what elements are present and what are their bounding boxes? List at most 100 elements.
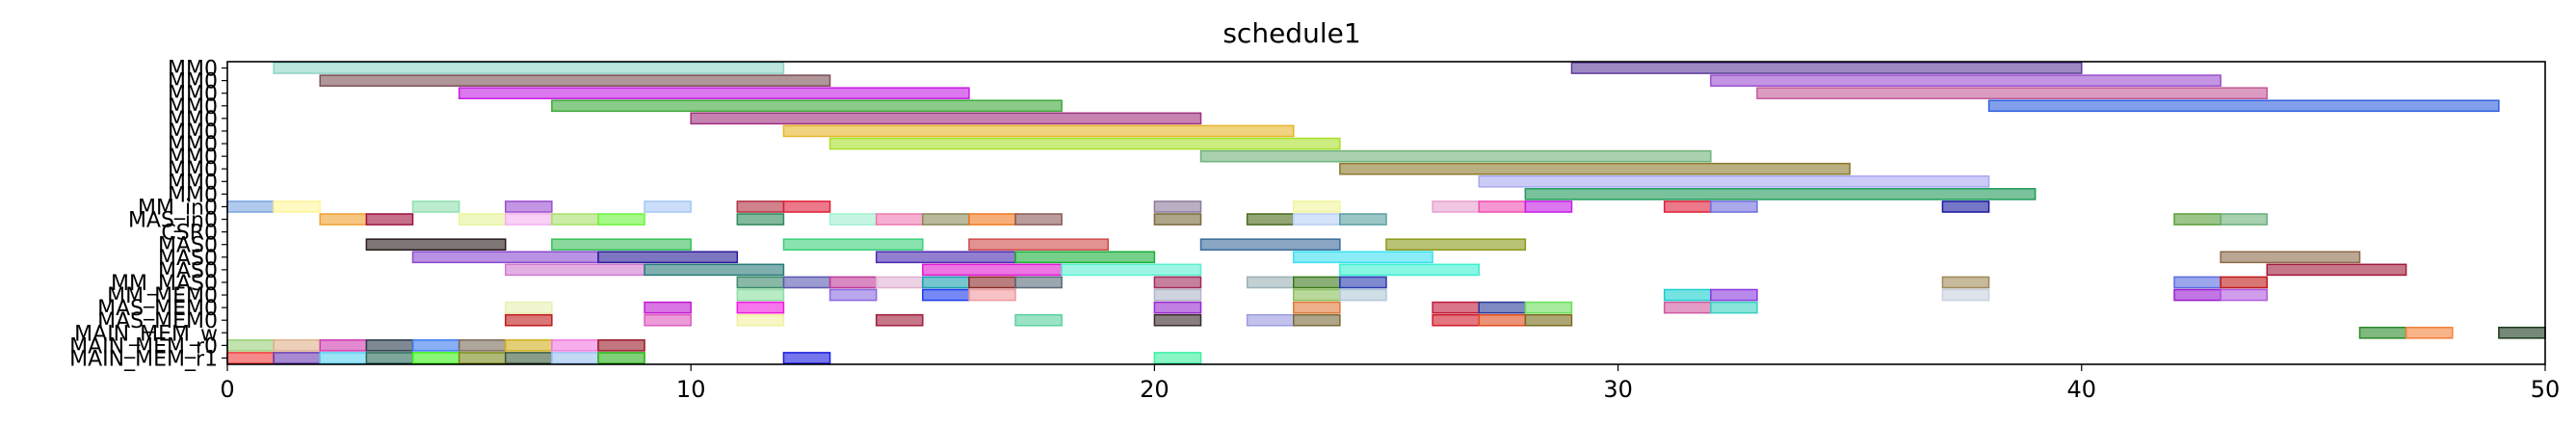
task-bar-row11-2 bbox=[411, 200, 460, 213]
task-bar-row17-6 bbox=[1014, 276, 1063, 289]
task-bar-row20-9 bbox=[1478, 313, 1527, 327]
task-bar-row12-1 bbox=[365, 213, 414, 226]
task-bar-row4-0 bbox=[690, 112, 1202, 125]
task-bar-row2-1 bbox=[1756, 87, 2269, 100]
task-bar-row21-1 bbox=[2405, 326, 2454, 339]
task-bar-row12-17 bbox=[2220, 213, 2269, 226]
task-bar-row11-5 bbox=[736, 200, 785, 213]
task-bar-row20-5 bbox=[1153, 313, 1202, 327]
task-bar-row17-10 bbox=[1339, 276, 1387, 289]
task-bar-row3-1 bbox=[1987, 99, 2500, 113]
task-bar-row12-4 bbox=[551, 213, 599, 226]
task-bar-row20-10 bbox=[1524, 313, 1573, 327]
y-tick-label: MAS0 bbox=[158, 234, 218, 258]
task-bar-row18-4 bbox=[1153, 288, 1202, 302]
task-bar-row12-5 bbox=[597, 213, 645, 226]
task-bar-row23-4 bbox=[411, 352, 460, 364]
task-bar-row17-3 bbox=[875, 276, 924, 289]
task-bar-row17-5 bbox=[968, 276, 1016, 289]
task-bar-row12-2 bbox=[458, 213, 507, 226]
task-bar-row23-8 bbox=[597, 352, 645, 364]
task-bar-row17-12 bbox=[2173, 276, 2221, 289]
y-tick-label: MAS0 bbox=[158, 247, 218, 271]
task-bar-row18-6 bbox=[1339, 288, 1387, 302]
task-bar-row16-1 bbox=[644, 263, 785, 277]
task-bar-row18-8 bbox=[1710, 288, 1758, 302]
task-bar-row23-1 bbox=[273, 352, 321, 364]
task-bar-row11-6 bbox=[782, 200, 831, 213]
task-bar-row12-7 bbox=[828, 213, 878, 226]
task-bar-row5-0 bbox=[782, 124, 1295, 138]
task-bar-row18-10 bbox=[2173, 288, 2221, 302]
task-bar-row3-0 bbox=[551, 99, 1063, 113]
task-bar-row8-0 bbox=[1339, 162, 1851, 175]
task-bar-row12-6 bbox=[736, 213, 785, 226]
task-bar-row18-5 bbox=[1293, 288, 1341, 302]
task-bar-row20-6 bbox=[1246, 313, 1295, 327]
task-bar-row11-8 bbox=[1293, 200, 1341, 213]
y-tick-label: MM0 bbox=[168, 158, 218, 182]
task-bar-row23-0 bbox=[226, 352, 275, 364]
task-bar-row11-11 bbox=[1524, 200, 1573, 213]
task-bar-row18-3 bbox=[968, 288, 1016, 302]
task-bar-row12-11 bbox=[1014, 213, 1063, 226]
task-bar-row23-7 bbox=[551, 352, 599, 364]
task-bar-row12-16 bbox=[2173, 213, 2221, 226]
task-bar-row11-14 bbox=[1941, 200, 1990, 213]
task-bar-row14-3 bbox=[968, 238, 1110, 252]
y-tick-label: MAS0 bbox=[158, 259, 218, 283]
task-bar-row17-11 bbox=[1941, 276, 1990, 289]
task-bar-row22-2 bbox=[319, 339, 368, 352]
y-tick-label: MAS_MEM0 bbox=[97, 309, 218, 333]
task-bar-row1-0 bbox=[319, 74, 831, 87]
task-bar-row17-0 bbox=[736, 276, 785, 289]
task-bar-row22-4 bbox=[411, 339, 460, 352]
task-bar-row15-0 bbox=[411, 251, 599, 264]
task-bar-row17-7 bbox=[1153, 276, 1202, 289]
x-axis: 0 10 20 30 40 50 bbox=[220, 364, 2560, 403]
task-bar-row22-7 bbox=[551, 339, 599, 352]
task-bar-row12-13 bbox=[1246, 213, 1295, 226]
task-bar-row19-1 bbox=[644, 301, 692, 314]
y-tick-label: MAIN_MEM_r0 bbox=[69, 334, 218, 359]
task-bar-row11-1 bbox=[273, 200, 321, 213]
x-tick-label: 30 bbox=[1603, 376, 1633, 403]
task-bar-row18-11 bbox=[2220, 288, 2269, 302]
task-bar-row17-1 bbox=[782, 276, 831, 289]
y-tick-label: MM_in0 bbox=[138, 196, 218, 220]
task-bar-row16-0 bbox=[504, 263, 645, 277]
task-bar-row2-0 bbox=[458, 87, 970, 100]
task-bar-row15-2 bbox=[875, 251, 1016, 264]
task-bar-row16-4 bbox=[1339, 263, 1480, 277]
task-bar-row14-0 bbox=[365, 238, 507, 252]
task-bar-row21-0 bbox=[2358, 326, 2407, 339]
task-bar-row16-2 bbox=[922, 263, 1063, 277]
task-bar-row19-2 bbox=[736, 301, 785, 314]
bars-layer bbox=[226, 62, 2546, 364]
task-bar-row16-5 bbox=[2266, 263, 2407, 277]
task-bar-row18-2 bbox=[922, 288, 970, 302]
task-bar-row23-2 bbox=[319, 352, 368, 364]
task-bar-row11-4 bbox=[644, 200, 692, 213]
task-bar-row15-5 bbox=[2220, 251, 2361, 264]
task-bar-row23-6 bbox=[504, 352, 553, 364]
task-bar-row18-1 bbox=[828, 288, 878, 302]
y-tick-label: MM_MEM0 bbox=[107, 284, 218, 308]
task-bar-row12-3 bbox=[504, 213, 553, 226]
task-bar-row20-4 bbox=[1014, 313, 1063, 327]
y-tick-label: MM0 bbox=[168, 146, 218, 170]
y-tick-label: MM0 bbox=[168, 183, 218, 207]
task-bar-row20-1 bbox=[644, 313, 692, 327]
task-bar-row11-10 bbox=[1478, 200, 1527, 213]
task-bar-row19-7 bbox=[1524, 301, 1573, 314]
x-tick-label: 10 bbox=[676, 376, 706, 403]
y-tick-label: MAS_MEM0 bbox=[97, 297, 218, 321]
task-bar-row12-10 bbox=[968, 213, 1016, 226]
y-tick-label: MAS_in0 bbox=[128, 209, 218, 233]
task-bar-row14-2 bbox=[782, 238, 924, 252]
x-tick-label: 20 bbox=[1140, 376, 1170, 403]
task-bar-row14-5 bbox=[1385, 238, 1527, 252]
task-bar-row23-3 bbox=[365, 352, 414, 364]
task-bar-row14-4 bbox=[1199, 238, 1341, 252]
